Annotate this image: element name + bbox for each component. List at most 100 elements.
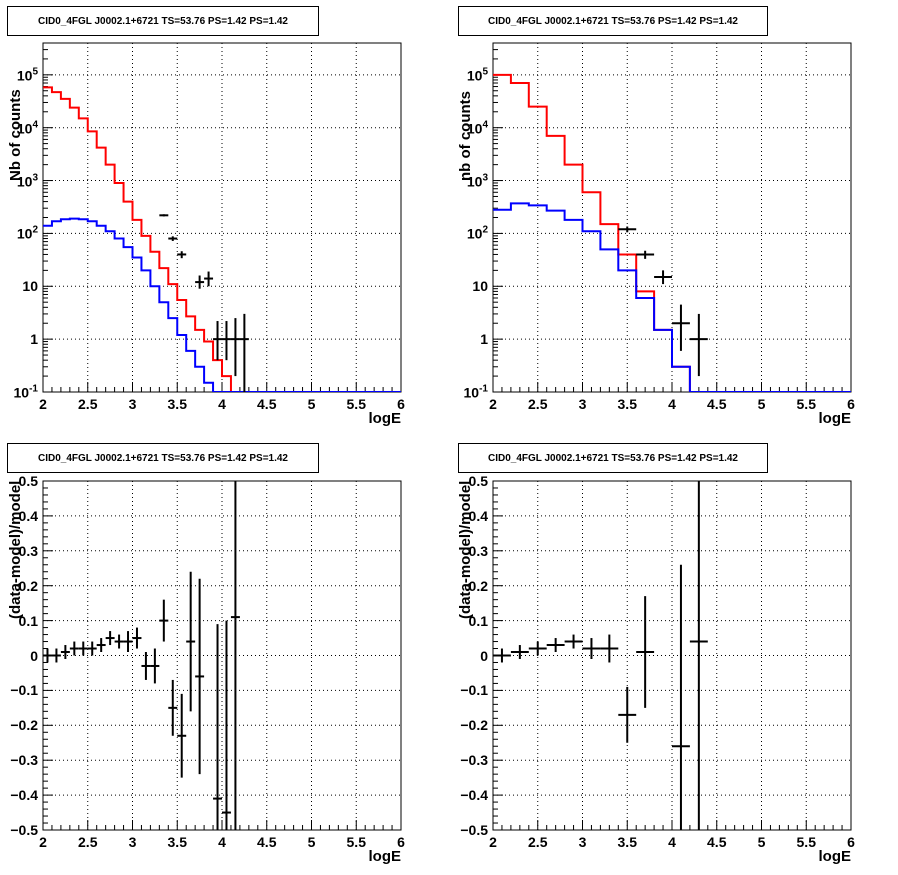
x-tick-label: 4.5 — [707, 396, 727, 412]
histogram-series — [493, 202, 851, 392]
y-tick-base: 10 — [16, 120, 33, 137]
y-tick-base: 10 — [466, 172, 483, 189]
y-tick-base: 10 — [463, 384, 480, 401]
y-axis-label: nb of counts — [457, 91, 474, 181]
x-axis-label: logE — [368, 410, 402, 427]
x-tick-label: 2 — [39, 396, 47, 412]
x-axis-label: logE — [818, 848, 852, 865]
y-tick-label: −0.5 — [10, 822, 38, 838]
y-tick-exponent: 2 — [32, 225, 38, 237]
y-tick-label: 105 — [467, 66, 488, 83]
y-axis-label: (data-model)/model — [457, 480, 474, 619]
y-tick-label: 10-1 — [464, 384, 488, 401]
y-tick-label: 0.3 — [468, 542, 488, 559]
y-tick-label: −0.4 — [10, 787, 38, 804]
y-tick-label: 0.3 — [18, 542, 38, 559]
y-tick-base: 10 — [22, 278, 38, 295]
y-tick-label: 105 — [17, 66, 38, 83]
x-tick-label: 3.5 — [617, 834, 637, 850]
y-tick-exponent: 4 — [482, 119, 488, 131]
x-tick-label: 3 — [128, 834, 137, 850]
y-tick-label: 10 — [22, 278, 38, 294]
x-tick-label: 4 — [218, 396, 226, 412]
x-tick-label: 2.5 — [528, 396, 548, 412]
x-tick-label: 3 — [128, 396, 137, 412]
y-tick-label: 1 — [30, 331, 38, 347]
x-axis-label: logE — [818, 410, 852, 427]
y-tick-base: 1 — [480, 331, 488, 348]
x-tick-label: 3 — [578, 834, 587, 850]
y-tick-label: 0.1 — [18, 612, 38, 629]
y-tick-label: 0 — [480, 647, 488, 664]
x-tick-label: 4 — [218, 834, 226, 850]
y-tick-exponent: 4 — [32, 119, 38, 131]
chart-title: CID0_4FGL J0002.1+6721 TS=53.76 PS=1.42 … — [7, 6, 319, 36]
y-tick-label: 103 — [467, 172, 488, 189]
x-tick-label: 6 — [847, 834, 855, 850]
x-tick-label: 3.5 — [167, 396, 187, 412]
y-tick-label: −0.2 — [460, 717, 488, 734]
y-tick-base: 10 — [16, 172, 33, 189]
y-tick-label: −0.3 — [10, 752, 38, 769]
chart-title: CID0_4FGL J0002.1+6721 TS=53.76 PS=1.42 … — [7, 443, 319, 473]
x-tick-label: 5.5 — [796, 834, 816, 850]
y-axis-label: Nb of counts — [7, 89, 24, 181]
x-tick-label: 4 — [668, 834, 676, 850]
y-tick-label: 0.2 — [468, 577, 488, 594]
x-tick-label: 5.5 — [346, 396, 366, 412]
x-tick-label: 2.5 — [528, 834, 548, 850]
y-tick-label: 10 — [472, 278, 488, 294]
y-tick-label: −0.4 — [460, 787, 488, 804]
histogram-series — [43, 217, 401, 392]
y-tick-base: 10 — [466, 67, 483, 84]
x-tick-label: 2 — [39, 834, 47, 850]
x-tick-label: 6 — [397, 396, 405, 412]
y-tick-label: −0.3 — [460, 752, 488, 769]
y-tick-base: 10 — [466, 120, 483, 137]
y-tick-label: 104 — [467, 119, 488, 136]
y-tick-label: 0.5 — [18, 473, 38, 489]
x-tick-label: 5 — [307, 834, 316, 850]
y-tick-exponent: 5 — [32, 66, 38, 78]
y-tick-base: 10 — [472, 278, 488, 295]
x-tick-label: 2 — [489, 834, 497, 850]
x-tick-label: 5 — [307, 396, 316, 412]
x-tick-label: 5.5 — [796, 396, 816, 412]
y-tick-exponent: 3 — [32, 172, 38, 184]
x-tick-label: 4.5 — [257, 396, 277, 412]
x-tick-label: 6 — [397, 834, 405, 850]
y-tick-label: 103 — [17, 172, 38, 189]
x-tick-label: 2.5 — [78, 396, 98, 412]
y-axis-label: (data-model)/model — [7, 480, 24, 619]
y-tick-exponent: 2 — [482, 225, 488, 237]
y-tick-exponent: 5 — [482, 66, 488, 78]
x-tick-label: 5 — [757, 396, 766, 412]
y-tick-label: 104 — [17, 119, 38, 136]
y-tick-label: 1 — [480, 331, 488, 347]
y-tick-label: 102 — [17, 225, 38, 242]
chart-title: CID0_4FGL J0002.1+6721 TS=53.76 PS=1.42 … — [458, 443, 768, 473]
x-tick-label: 4 — [668, 396, 676, 412]
y-tick-label: 0.5 — [468, 473, 488, 489]
y-tick-label: 0.4 — [18, 507, 38, 524]
x-tick-label: 3.5 — [617, 396, 637, 412]
x-tick-label: 3.5 — [167, 834, 187, 850]
x-tick-label: 4.5 — [707, 834, 727, 850]
y-tick-base: 10 — [16, 67, 33, 84]
y-tick-label: −0.5 — [460, 822, 488, 838]
y-tick-exponent: 3 — [482, 172, 488, 184]
y-tick-label: 0.4 — [468, 507, 488, 524]
y-tick-base: 1 — [30, 331, 38, 348]
y-tick-label: 0.2 — [18, 577, 38, 594]
y-tick-exponent: -1 — [479, 383, 488, 395]
y-tick-label: −0.1 — [460, 682, 488, 699]
chart-title: CID0_4FGL J0002.1+6721 TS=53.76 PS=1.42 … — [458, 6, 768, 36]
x-tick-label: 5.5 — [346, 834, 366, 850]
y-tick-label: 10-1 — [14, 384, 38, 401]
x-tick-label: 2 — [489, 396, 497, 412]
y-tick-label: −0.1 — [10, 682, 38, 699]
y-tick-base: 10 — [466, 225, 483, 242]
x-axis-label: logE — [368, 848, 402, 865]
y-tick-exponent: -1 — [29, 383, 38, 395]
y-tick-label: 0 — [30, 647, 38, 664]
